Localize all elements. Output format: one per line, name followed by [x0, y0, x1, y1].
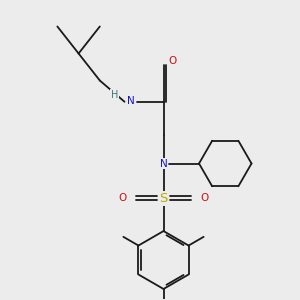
- Text: H: H: [111, 90, 118, 100]
- Text: N: N: [127, 96, 135, 106]
- Text: O: O: [118, 193, 127, 203]
- Text: N: N: [160, 158, 167, 169]
- Text: O: O: [168, 56, 176, 66]
- Text: O: O: [200, 193, 208, 203]
- Text: S: S: [159, 192, 168, 205]
